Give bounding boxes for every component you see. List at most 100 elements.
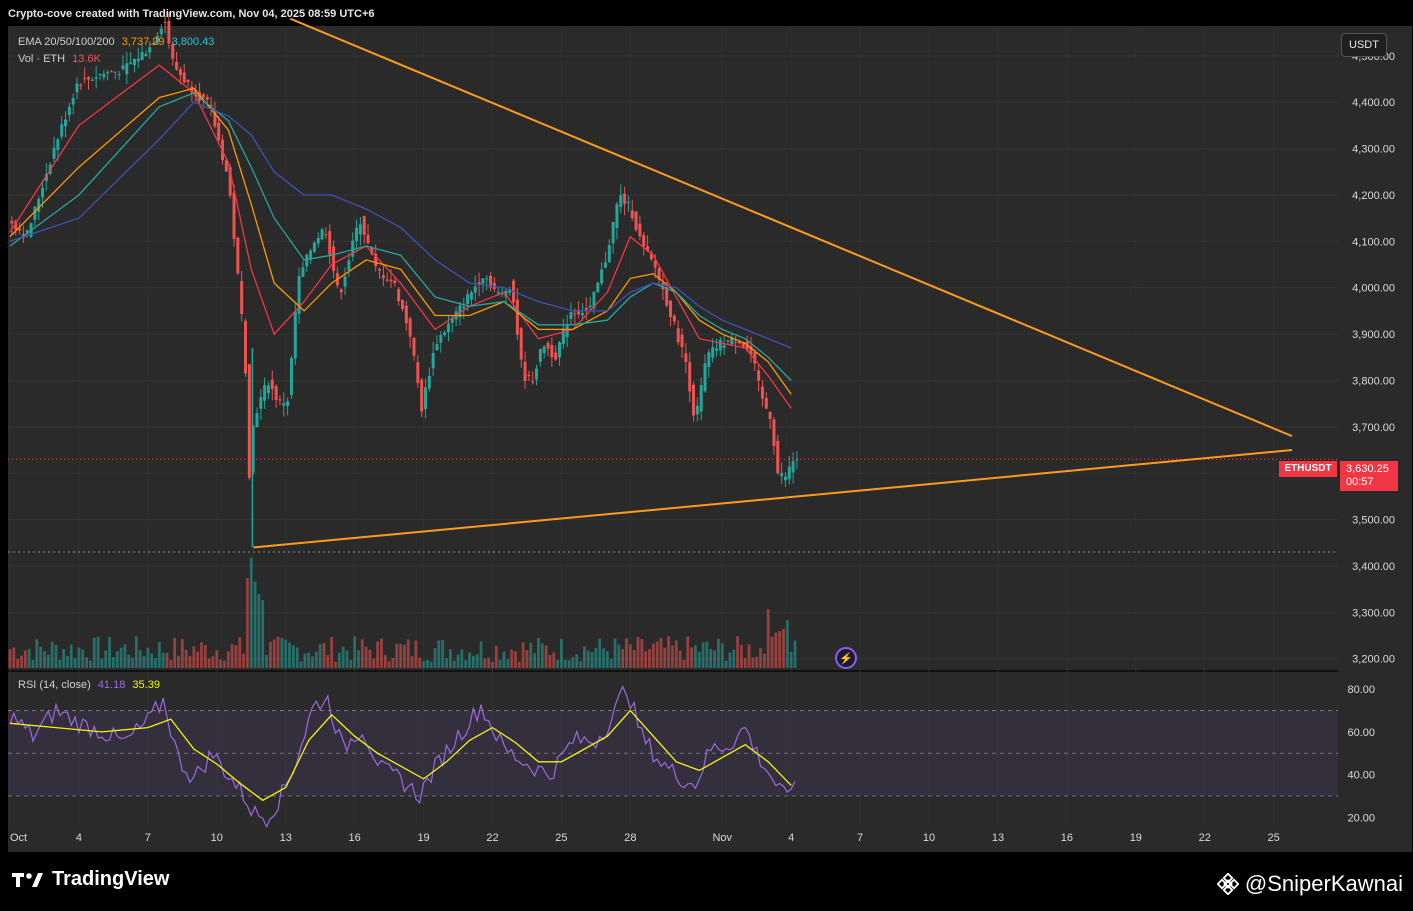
volume-bar bbox=[406, 639, 410, 668]
volume-bar bbox=[433, 648, 437, 668]
candle-body bbox=[236, 237, 240, 274]
volume-bar bbox=[177, 655, 180, 668]
volume-bar bbox=[192, 646, 196, 668]
currency-button[interactable]: USDT bbox=[1341, 33, 1387, 57]
candle-body bbox=[351, 240, 355, 257]
volume-bar bbox=[502, 651, 506, 668]
volume-bar bbox=[690, 647, 694, 668]
candle-body bbox=[780, 473, 784, 477]
volume-bar bbox=[77, 647, 81, 668]
ema-legend: EMA 20/50/100/200 3,737.29 3,800.43 bbox=[18, 36, 218, 48]
volume-bar bbox=[188, 655, 192, 668]
volume-bar bbox=[471, 656, 475, 668]
price-tick-label: 3,200.00 bbox=[1352, 654, 1395, 666]
candle-body bbox=[366, 234, 370, 244]
volume-bar bbox=[311, 656, 314, 668]
volume-bar bbox=[85, 657, 88, 668]
watermark: @SniperKawnai bbox=[1216, 871, 1403, 897]
volume-bar bbox=[23, 650, 27, 668]
volume-bar bbox=[318, 644, 322, 668]
candle-body bbox=[247, 364, 251, 478]
candle-body bbox=[355, 227, 359, 241]
triangle-trendline-lower[interactable] bbox=[253, 449, 1293, 549]
candle-body bbox=[561, 328, 565, 345]
price-tick-label: 3,500.00 bbox=[1352, 515, 1395, 527]
candle-body bbox=[416, 362, 420, 383]
candle-body bbox=[71, 97, 75, 105]
candle-body bbox=[642, 235, 646, 247]
candle-body bbox=[378, 268, 382, 271]
volume-bar bbox=[16, 658, 20, 668]
volume-bar bbox=[219, 659, 223, 668]
volume-bar bbox=[173, 637, 177, 668]
candle-body bbox=[14, 221, 18, 230]
candle-body bbox=[531, 381, 535, 383]
volume-bar bbox=[169, 659, 173, 668]
time-tick-label: 19 bbox=[1130, 832, 1142, 844]
volume-bar bbox=[628, 644, 632, 668]
time-tick-label: 22 bbox=[1199, 832, 1211, 844]
last-price-tag: 3,630.25 00:57 bbox=[1340, 461, 1398, 491]
volume-bar bbox=[563, 659, 567, 668]
volume-bar bbox=[165, 652, 169, 668]
lightning-icon[interactable]: ⚡ bbox=[835, 647, 857, 669]
ema-line-ema200 bbox=[9, 101, 792, 349]
volume-bar bbox=[739, 644, 743, 668]
candle-body bbox=[362, 216, 366, 235]
candle-body bbox=[535, 368, 539, 380]
candle-body bbox=[10, 221, 14, 224]
rsi-tick-label: 80.00 bbox=[1347, 684, 1375, 696]
candle-body bbox=[240, 280, 244, 314]
ema-line-ema50 bbox=[9, 87, 792, 395]
candle-body bbox=[328, 231, 332, 255]
volume-bar bbox=[249, 557, 253, 668]
volume-bar bbox=[104, 650, 108, 668]
volume-bar bbox=[571, 657, 575, 668]
volume-bar bbox=[418, 657, 422, 668]
triangle-trendline-upper[interactable] bbox=[289, 17, 1293, 438]
vol-legend-value: 13.6K bbox=[72, 53, 101, 65]
volume-bar bbox=[567, 660, 571, 668]
candle-body bbox=[324, 234, 328, 236]
vol-legend: Vol · ETH 13.6K bbox=[18, 53, 105, 65]
volume-bar bbox=[326, 655, 330, 668]
candle-body bbox=[293, 311, 297, 359]
volume-bar bbox=[743, 657, 747, 668]
candle-body bbox=[550, 344, 554, 358]
volume-bar bbox=[586, 650, 590, 668]
volume-bar bbox=[230, 644, 234, 668]
volume-bar bbox=[667, 636, 671, 668]
time-tick-label: 25 bbox=[1268, 832, 1280, 844]
candle-body bbox=[270, 379, 274, 389]
candle-body bbox=[776, 440, 780, 474]
volume-bar bbox=[575, 654, 579, 668]
candle-body bbox=[638, 223, 642, 237]
candle-body bbox=[404, 305, 408, 324]
candle-body bbox=[515, 299, 519, 335]
volume-bar bbox=[200, 642, 203, 668]
volume-bar bbox=[161, 652, 165, 668]
candle-body bbox=[630, 210, 634, 219]
volume-bar bbox=[119, 647, 123, 668]
candle-body bbox=[152, 43, 156, 45]
pane-divider bbox=[8, 670, 1338, 672]
candle-body bbox=[33, 206, 37, 220]
candle-body bbox=[136, 58, 140, 62]
volume-bar bbox=[778, 631, 782, 668]
time-tick-label: 25 bbox=[555, 832, 567, 844]
volume-bar bbox=[134, 636, 138, 668]
volume-bar bbox=[12, 647, 16, 668]
candle-body bbox=[538, 348, 542, 362]
candle-body bbox=[504, 290, 508, 297]
volume-bar bbox=[598, 638, 602, 668]
volume-bar bbox=[89, 660, 92, 668]
time-tick-label: 28 bbox=[624, 832, 636, 844]
time-tick-label: Oct bbox=[10, 832, 27, 844]
volume-bar bbox=[479, 641, 483, 668]
volume-bar bbox=[357, 650, 360, 668]
volume-bar bbox=[46, 654, 50, 668]
candle-body bbox=[519, 328, 523, 360]
candle-body bbox=[450, 317, 454, 323]
volume-bar bbox=[372, 658, 376, 668]
